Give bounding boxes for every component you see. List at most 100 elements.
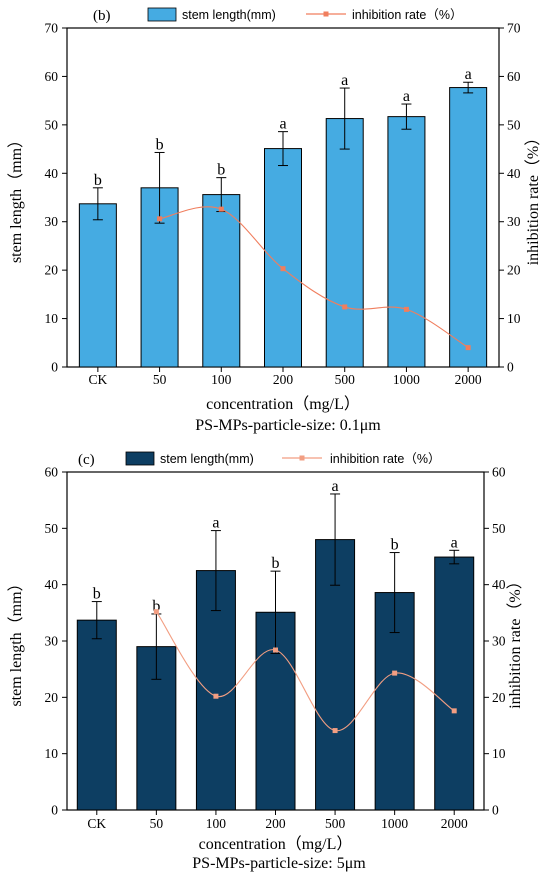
significance-label: a — [279, 116, 286, 133]
panel-b: 0 0 10 10 20 20 30 30 40 40 50 50 60 60 70 70 b CK b 50 b 100… — [7, 7, 542, 434]
y2-tick-label: 30 — [492, 634, 506, 649]
y2-tick-label: 50 — [492, 521, 506, 536]
inhibition-rate-point — [465, 345, 471, 351]
bar — [264, 148, 302, 368]
x-tick-label: 200 — [265, 816, 286, 831]
panel-subtitle: PS-MPs-particle-size: 5μm — [192, 855, 366, 872]
y2-tick-label: 10 — [507, 311, 521, 326]
x-tick-label: 2000 — [455, 372, 482, 387]
x-tick-label: 1000 — [393, 372, 420, 387]
panel-subtitle: PS-MPs-particle-size: 0.1μm — [195, 417, 381, 434]
y2-tick-label: 20 — [507, 263, 521, 278]
significance-label: a — [451, 534, 458, 551]
bar — [76, 619, 117, 811]
y2-tick-label: 60 — [492, 465, 506, 480]
y-tick-label: 40 — [45, 577, 59, 592]
bar — [325, 118, 364, 368]
y2-tick-label: 10 — [492, 746, 506, 761]
x-tick-label: CK — [87, 816, 106, 831]
x-tick-label: 50 — [150, 816, 164, 831]
legend-bar-label: stem length(mm) — [160, 452, 254, 466]
inhibition-rate-point — [213, 693, 219, 699]
bar — [78, 203, 117, 368]
y2-tick-label: 20 — [492, 690, 506, 705]
inhibition-rate-point — [403, 306, 409, 312]
bar — [449, 87, 488, 368]
y-tick-label: 60 — [45, 465, 59, 480]
y-tick-label: 0 — [51, 360, 58, 375]
y-tick-label: 60 — [45, 69, 59, 84]
y2-axis-title: inhibition rate（%） — [506, 573, 524, 709]
y-tick-label: 30 — [45, 634, 59, 649]
significance-label: b — [272, 555, 280, 572]
inhibition-rate-point — [157, 216, 163, 222]
inhibition-rate-point — [342, 304, 348, 310]
legend-line-marker — [323, 11, 329, 17]
inhibition-rate-point — [218, 206, 224, 212]
significance-label: a — [212, 515, 219, 532]
y-tick-label: 20 — [45, 690, 59, 705]
y-tick-label: 10 — [45, 746, 59, 761]
y2-tick-label: 30 — [507, 214, 521, 229]
inhibition-rate-point — [273, 647, 278, 653]
inhibition-rate-point — [332, 728, 338, 734]
inhibition-rate-point — [280, 266, 286, 272]
y2-tick-label: 70 — [507, 21, 521, 36]
y-tick-label: 70 — [45, 21, 59, 36]
inhibition-rate-point — [153, 609, 159, 615]
y-tick-label: 10 — [45, 311, 59, 326]
y-tick-label: 50 — [45, 521, 59, 536]
y-tick-label: 40 — [45, 166, 59, 181]
y2-tick-label: 50 — [507, 117, 521, 132]
bar — [434, 556, 475, 811]
y2-tick-label: 0 — [507, 360, 514, 375]
y2-tick-label: 0 — [492, 803, 499, 818]
significance-label: b — [94, 172, 102, 189]
significance-label: a — [341, 72, 348, 89]
legend-line-marker — [299, 455, 305, 461]
significance-label: a — [465, 66, 472, 83]
inhibition-rate-point — [392, 670, 398, 676]
y-tick-label: 30 — [45, 214, 59, 229]
panel-label: (c) — [78, 452, 95, 468]
panel-c: 0 0 10 10 20 20 30 30 40 40 50 50 60 60 b CK b 50 a 100 b 200… — [7, 451, 524, 872]
y2-axis-title: inhibition rate（%） — [524, 130, 542, 266]
y-axis-title: stem length（mm） — [7, 575, 25, 706]
x-tick-label: 1000 — [381, 816, 408, 831]
x-tick-label: 200 — [273, 372, 294, 387]
x-tick-label: 2000 — [441, 816, 468, 831]
significance-label: b — [93, 586, 101, 603]
legend-line-label: inhibition rate（%） — [330, 452, 440, 466]
legend-bar-swatch — [125, 451, 155, 466]
x-tick-label: 500 — [335, 372, 356, 387]
legend-bar-swatch — [147, 7, 177, 22]
significance-label: b — [391, 537, 399, 554]
x-tick-label: 100 — [206, 816, 227, 831]
y2-tick-label: 60 — [507, 69, 521, 84]
bar — [387, 116, 426, 368]
bar — [202, 194, 241, 368]
y-tick-label: 20 — [45, 263, 59, 278]
inhibition-rate-line — [159, 206, 469, 349]
y-tick-label: 0 — [51, 803, 58, 818]
x-axis-title: concentration（mg/L） — [199, 835, 353, 853]
y-axis-title: stem length（mm） — [7, 132, 25, 263]
significance-label: b — [217, 162, 225, 179]
y2-tick-label: 40 — [507, 166, 521, 181]
x-axis-title: concentration（mg/L） — [206, 395, 360, 413]
panel-label: (b) — [93, 8, 111, 24]
x-tick-label: 50 — [153, 372, 167, 387]
y2-tick-label: 40 — [492, 577, 506, 592]
inhibition-rate-point — [451, 708, 457, 714]
legend-bar-label: stem length(mm) — [182, 8, 276, 22]
significance-label: b — [152, 598, 160, 615]
x-tick-label: CK — [88, 372, 107, 387]
x-tick-label: 100 — [211, 372, 232, 387]
significance-label: b — [156, 136, 164, 153]
y-tick-label: 50 — [45, 117, 59, 132]
x-tick-label: 500 — [325, 816, 346, 831]
significance-label: a — [403, 88, 410, 105]
significance-label: a — [332, 478, 339, 495]
legend-line-label: inhibition rate（%） — [352, 8, 462, 22]
